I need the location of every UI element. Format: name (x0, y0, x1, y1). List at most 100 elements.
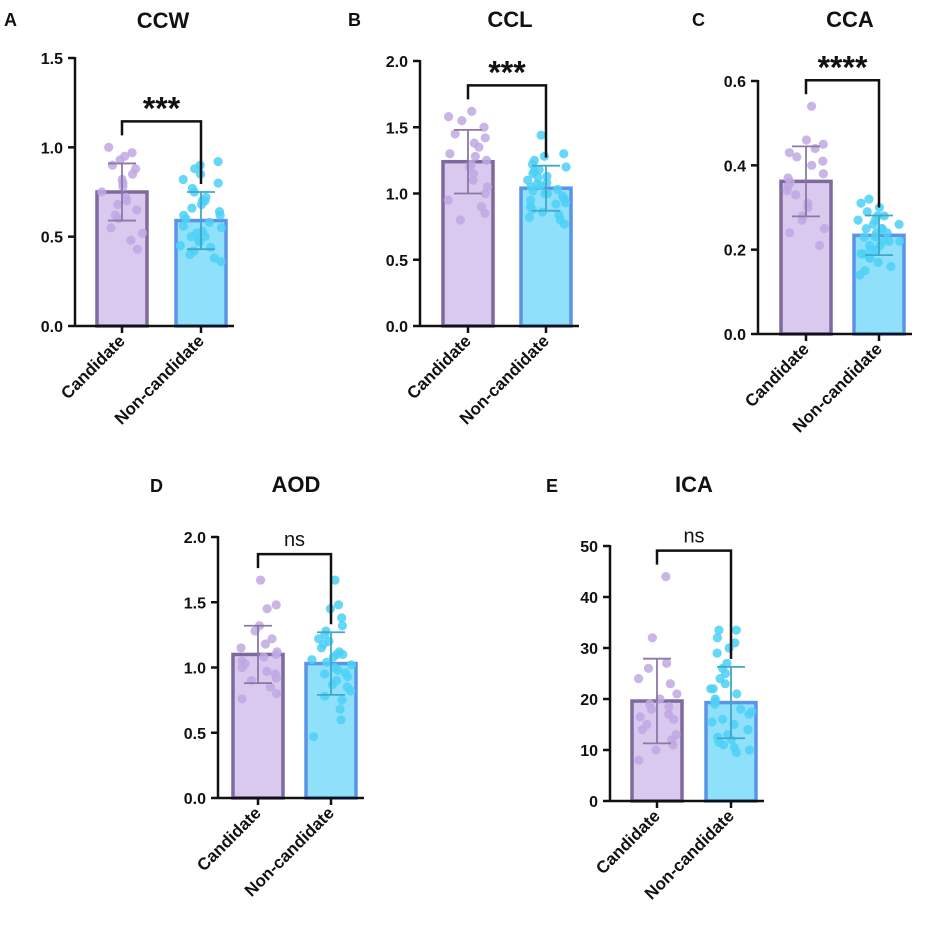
data-point (122, 196, 132, 206)
panel-letter: D (150, 476, 163, 496)
panel-letter: B (348, 10, 361, 30)
data-point (856, 249, 866, 259)
data-point (792, 152, 802, 162)
data-point (744, 745, 755, 755)
significance-label: *** (488, 54, 526, 90)
data-point (213, 157, 223, 167)
data-point (106, 223, 116, 233)
significance-label: ns (683, 526, 704, 548)
data-point (337, 695, 347, 705)
error-bar (317, 631, 345, 696)
data-point (527, 204, 537, 214)
significance-label: ns (284, 529, 305, 551)
y-tick-label: 0.0 (386, 319, 408, 336)
data-point (271, 689, 282, 699)
data-point (255, 575, 266, 585)
data-point (337, 613, 347, 623)
data-point (561, 198, 571, 208)
panel-letter: C (692, 10, 705, 30)
data-point (332, 649, 342, 660)
data-point (664, 702, 674, 712)
data-point (662, 658, 672, 668)
y-tick-label: 30 (580, 641, 598, 658)
error-bar (244, 624, 272, 685)
error-bar (643, 657, 671, 745)
data-point (542, 171, 552, 181)
data-point (561, 162, 571, 172)
y-tick-label: 40 (580, 590, 598, 607)
error-bar (454, 128, 482, 195)
data-point (457, 116, 467, 126)
y-tick-label: 10 (580, 743, 598, 760)
data-point (468, 175, 478, 185)
data-point (661, 572, 671, 582)
data-point (646, 704, 657, 714)
panel-b: B CCL0.00.51.01.52.0CandidateNon-candidat… (348, 7, 579, 428)
data-point (179, 210, 189, 220)
data-point (455, 215, 465, 225)
y-tick-label: 2.0 (184, 530, 206, 547)
data-point (855, 270, 865, 280)
data-point (444, 112, 454, 122)
data-point (118, 182, 128, 192)
data-point (320, 691, 330, 701)
y-tick-label: 0.2 (724, 243, 746, 260)
data-point (127, 148, 137, 158)
data-point (784, 148, 794, 158)
data-point (190, 164, 200, 174)
data-point (818, 169, 828, 179)
data-point (785, 228, 795, 238)
y-tick-label: 1.5 (41, 51, 63, 68)
data-point (559, 219, 569, 229)
data-point (706, 684, 716, 694)
data-point (720, 679, 730, 689)
data-point (126, 235, 136, 245)
data-point (480, 133, 490, 143)
data-point (718, 714, 728, 725)
y-tick-label: 0.0 (41, 319, 63, 336)
data-point (216, 223, 227, 233)
data-point (731, 747, 742, 758)
data-point (237, 694, 247, 704)
data-point (791, 190, 801, 200)
data-point (327, 679, 338, 690)
data-point (712, 633, 722, 643)
data-point (724, 643, 734, 653)
y-tick-label: 1.5 (184, 595, 206, 612)
data-point (178, 221, 189, 231)
data-point (481, 155, 492, 165)
data-point (215, 210, 225, 220)
error-bar (108, 162, 136, 222)
data-point (643, 663, 654, 674)
data-point (743, 725, 753, 735)
data-point (856, 198, 866, 208)
data-point (532, 179, 542, 189)
data-point (346, 686, 356, 696)
data-point (309, 732, 319, 742)
chart-title: ICA (675, 472, 713, 497)
error-bar (187, 191, 215, 251)
data-point (194, 237, 205, 247)
data-point (128, 169, 138, 179)
chart-title: CCL (487, 7, 532, 32)
x-tick-label: Candidate (193, 803, 265, 875)
chart-title: CCA (826, 7, 874, 32)
data-point (868, 219, 879, 229)
y-tick-label: 0 (589, 794, 598, 811)
data-point (524, 212, 534, 222)
data-point (178, 174, 188, 185)
significance-label: **** (818, 49, 868, 85)
y-tick-label: 50 (580, 539, 598, 556)
data-point (260, 639, 271, 649)
data-point (336, 715, 346, 725)
data-point (474, 142, 484, 152)
data-point (204, 217, 214, 227)
data-point (104, 142, 114, 152)
data-point (744, 709, 754, 719)
data-point (807, 160, 817, 170)
y-tick-label: 0.4 (724, 158, 746, 175)
y-tick-label: 20 (580, 692, 598, 709)
data-point (559, 149, 569, 159)
data-point (551, 199, 561, 209)
data-point (714, 625, 724, 635)
